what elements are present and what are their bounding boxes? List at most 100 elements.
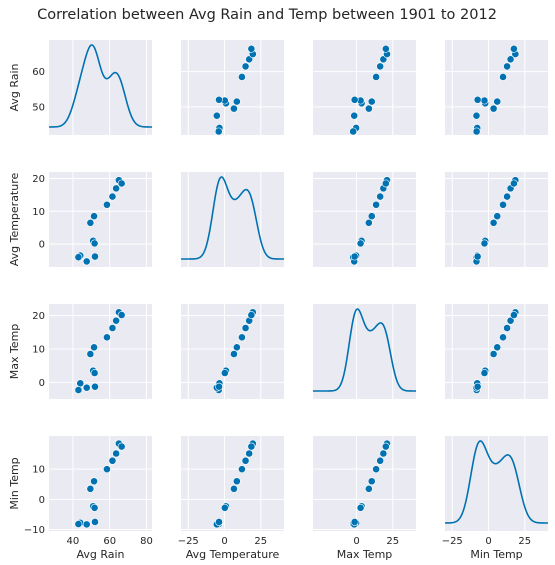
scatter-point (364, 104, 373, 113)
scatter-point (112, 184, 121, 193)
scatter-point (356, 503, 365, 512)
kde-line-avg-rain (49, 44, 153, 128)
scatter-point (238, 333, 246, 342)
scatter-point (212, 111, 221, 120)
scatter-point (489, 218, 498, 227)
scatter-point (230, 484, 238, 493)
scatter-point (117, 179, 126, 188)
scatter-point (108, 192, 117, 201)
y-axis-label-avg-rain: Avg Rain (8, 63, 21, 111)
scatter-point (82, 520, 91, 529)
plot-background (313, 172, 416, 267)
scatter-point (74, 253, 83, 262)
x-tick-label: −25 (442, 536, 463, 547)
scatter-point (480, 239, 489, 248)
scatter-point (499, 333, 507, 342)
scatter-point (372, 200, 381, 209)
scatter-point (90, 343, 98, 352)
x-tick-label: 40 (67, 536, 80, 547)
scatter-point (473, 252, 482, 261)
scatter-point (238, 73, 246, 81)
plot-background (313, 304, 416, 399)
plot-background (181, 40, 284, 135)
panel-min-temp-vs-min-temp (445, 436, 548, 531)
scatter-point (367, 477, 376, 486)
y-tick-label: 10 (32, 345, 45, 356)
scatter-point (381, 442, 390, 451)
scatter-point (103, 200, 111, 209)
scatter-point (493, 97, 502, 106)
plot-background (181, 436, 284, 531)
y-tick-label: 0 (39, 240, 45, 251)
scatter-point (356, 239, 365, 248)
y-tick-label: 20 (32, 311, 45, 322)
scatter-point (367, 97, 376, 106)
y-axis-label-max-temp: Max Temp (8, 324, 21, 380)
plot-background (313, 40, 416, 135)
scatter-point (108, 324, 117, 332)
scatter-point (76, 379, 85, 388)
scatter-point (232, 477, 241, 486)
panel-avg-temperature-vs-avg-temperature (181, 172, 284, 267)
plot-background (49, 40, 152, 135)
scatter-point (241, 62, 250, 71)
scatter-point (503, 324, 511, 332)
kde-line-max-temp (313, 308, 416, 392)
plot-background (49, 304, 152, 399)
panel-min-temp-vs-max-temp (313, 436, 416, 531)
scatter-point (86, 218, 95, 227)
scatter-point (499, 73, 507, 81)
scatter-point (245, 449, 254, 458)
x-tick-label: 60 (103, 536, 116, 547)
scatter-point (367, 212, 376, 221)
scatter-point (499, 200, 507, 209)
scatter-point (82, 383, 91, 392)
panel-avg-rain-vs-avg-temperature (181, 40, 284, 136)
y-tick-label: 10 (32, 207, 45, 218)
scatter-point (472, 127, 481, 136)
scatter-point (493, 212, 502, 221)
y-tick-label: −10 (24, 525, 45, 536)
scatter-point (241, 456, 250, 465)
scatter-point (472, 111, 481, 120)
scatter-point (230, 104, 238, 113)
scatter-point (350, 111, 359, 120)
y-tick-label: 20 (32, 174, 45, 185)
plot-background (445, 40, 548, 135)
scatter-point (247, 442, 256, 451)
kde-line-avg-temperature (181, 176, 284, 260)
scatter-point (376, 62, 385, 71)
y-tick-label: 10 (32, 465, 45, 476)
scatter-point (90, 239, 99, 248)
scatter-point (376, 456, 385, 465)
scatter-point (82, 257, 91, 266)
scatter-point (473, 382, 482, 391)
panel-avg-rain-vs-min-temp (445, 40, 548, 136)
scatter-point (480, 369, 489, 377)
scatter-point (364, 218, 373, 227)
x-tick-label: −25 (178, 536, 199, 547)
panel-avg-rain-vs-avg-rain (49, 40, 153, 135)
scatter-point (245, 55, 254, 64)
y-tick-label: 0 (39, 378, 45, 389)
scatter-point (108, 456, 117, 465)
scatter-point (220, 503, 229, 512)
scatter-point (381, 179, 390, 188)
scatter-point (90, 369, 99, 377)
y-tick-label: 50 (32, 102, 45, 113)
panel-avg-rain-vs-max-temp (313, 40, 416, 136)
scatter-point (91, 382, 99, 391)
x-tick-label: 0 (353, 536, 359, 547)
x-axis-label-min-temp: Min Temp (470, 548, 522, 561)
scatter-point (510, 44, 518, 53)
scatter-point (376, 192, 385, 201)
scatter-point (220, 369, 229, 377)
panel-max-temp-vs-min-temp (445, 304, 548, 399)
scatter-point (506, 316, 515, 325)
x-tick-label: 25 (518, 536, 531, 547)
scatter-point (86, 350, 95, 358)
scatter-point (112, 449, 121, 458)
plot-background (181, 172, 284, 267)
scatter-point (510, 179, 518, 188)
panel-avg-temperature-vs-avg-rain (49, 172, 152, 267)
